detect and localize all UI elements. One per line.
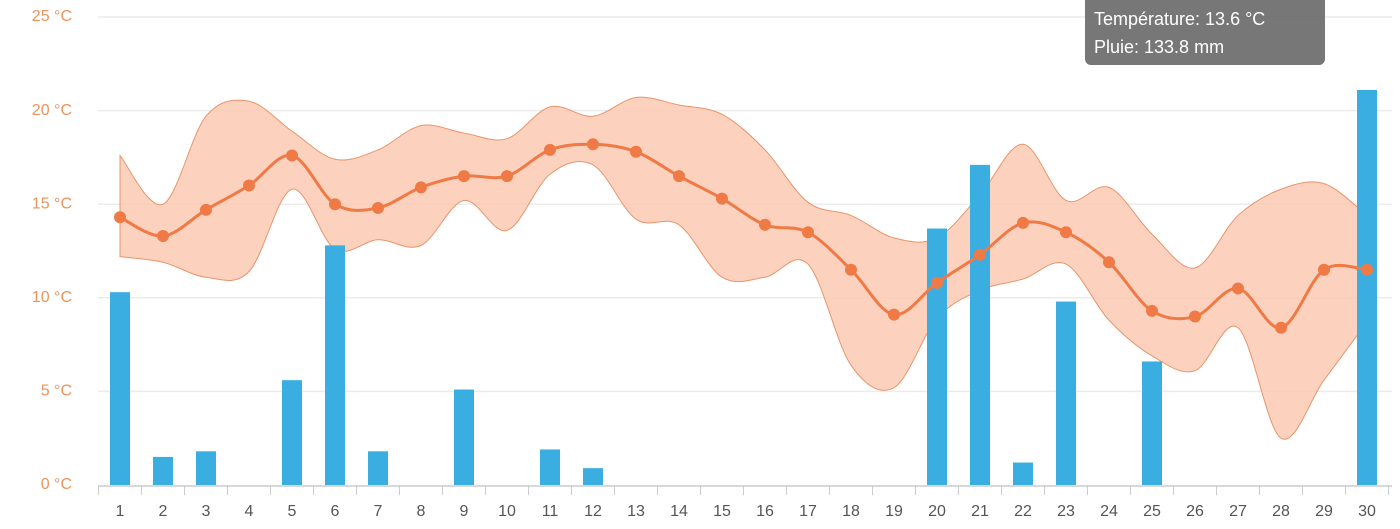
tooltip-text: Température: 13.6 °C bbox=[1094, 9, 1265, 29]
tooltip-text: Pluie: 133.8 mm bbox=[1094, 37, 1224, 57]
y-tick-label: 5 °C bbox=[41, 383, 72, 400]
x-tick-label: 16 bbox=[756, 503, 774, 520]
rain-bar bbox=[110, 292, 130, 485]
rain-bar bbox=[540, 449, 560, 485]
temperature-point bbox=[1017, 216, 1029, 229]
temperature-point bbox=[1189, 310, 1201, 323]
rain-bar bbox=[1013, 462, 1033, 485]
x-tick-label: 29 bbox=[1315, 503, 1333, 520]
x-tick-label: 30 bbox=[1358, 503, 1376, 520]
x-tick-label: 28 bbox=[1272, 503, 1290, 520]
temperature-point bbox=[415, 181, 427, 194]
temperature-point bbox=[1318, 263, 1330, 276]
x-tick-label: 17 bbox=[799, 503, 817, 520]
x-tick-label: 22 bbox=[1014, 503, 1032, 520]
x-tick-label: 12 bbox=[584, 503, 602, 520]
x-tick-label: 26 bbox=[1186, 503, 1204, 520]
rain-bar bbox=[1357, 90, 1377, 486]
temperature-point bbox=[1146, 304, 1158, 317]
tooltip: Température: 13.6 °C Pluie: 133.8 mm bbox=[1085, 0, 1325, 65]
x-tick-label: 15 bbox=[713, 503, 731, 520]
temperature-point bbox=[1275, 321, 1287, 334]
temperature-point bbox=[845, 263, 857, 276]
temperature-point bbox=[157, 230, 169, 243]
x-tick-label: 3 bbox=[202, 503, 211, 520]
temperature-point bbox=[931, 276, 943, 289]
rain-bar bbox=[368, 451, 388, 485]
x-tick-label: 23 bbox=[1057, 503, 1075, 520]
rain-bar bbox=[325, 245, 345, 485]
x-tick-label: 19 bbox=[885, 503, 903, 520]
temperature-point bbox=[200, 203, 212, 216]
x-tick-label: 7 bbox=[374, 503, 383, 520]
x-tick-label: 21 bbox=[971, 503, 989, 520]
temperature-point bbox=[501, 170, 513, 183]
x-tick-label: 24 bbox=[1100, 503, 1118, 520]
temperature-point bbox=[716, 192, 728, 205]
temperature-point bbox=[673, 170, 685, 183]
x-tick-label: 4 bbox=[245, 503, 254, 520]
temperature-point bbox=[544, 143, 556, 156]
x-tick-label: 20 bbox=[928, 503, 946, 520]
temperature-point bbox=[1103, 256, 1115, 269]
temperature-point bbox=[1060, 226, 1072, 239]
x-tick-label: 2 bbox=[159, 503, 168, 520]
y-tick-label: 20 °C bbox=[32, 102, 72, 119]
rain-bar bbox=[1056, 301, 1076, 485]
temperature-point bbox=[243, 179, 255, 192]
temperature-point bbox=[114, 211, 126, 224]
rain-bar bbox=[454, 389, 474, 485]
temperature-point bbox=[1232, 282, 1244, 295]
x-tick-label: 1 bbox=[116, 503, 125, 520]
y-tick-label: 0 °C bbox=[41, 476, 72, 493]
tooltip-box bbox=[1085, 0, 1325, 65]
rain-bar bbox=[927, 228, 947, 485]
x-tick-label: 10 bbox=[498, 503, 516, 520]
temperature-point bbox=[630, 145, 642, 158]
x-tick-label: 5 bbox=[288, 503, 297, 520]
y-tick-label: 15 °C bbox=[32, 195, 72, 212]
x-tick-label: 8 bbox=[417, 503, 426, 520]
rain-bar bbox=[583, 468, 603, 485]
rain-bar bbox=[970, 164, 990, 485]
temperature-point bbox=[888, 308, 900, 321]
rain-bar bbox=[1142, 361, 1162, 485]
x-tick-label: 9 bbox=[460, 503, 469, 520]
x-tick-label: 14 bbox=[670, 503, 688, 520]
temperature-point bbox=[372, 201, 384, 214]
x-tick-label: 27 bbox=[1229, 503, 1247, 520]
x-tick-label: 18 bbox=[842, 503, 860, 520]
rain-bar bbox=[153, 456, 173, 485]
y-tick-label: 10 °C bbox=[32, 289, 72, 306]
temperature-point bbox=[587, 138, 599, 151]
x-tick-label: 6 bbox=[331, 503, 340, 520]
temperature-point bbox=[458, 170, 470, 183]
x-tick-label: 11 bbox=[542, 503, 559, 520]
x-tick-label: 25 bbox=[1143, 503, 1161, 520]
temperature-point bbox=[974, 248, 986, 261]
y-tick-label: 25 °C bbox=[32, 8, 72, 25]
x-tick-label: 13 bbox=[627, 503, 645, 520]
temperature-point bbox=[802, 226, 814, 239]
temperature-point bbox=[759, 218, 771, 231]
temperature-point bbox=[286, 149, 298, 162]
temperature-point bbox=[329, 198, 341, 211]
temperature-point bbox=[1361, 263, 1373, 276]
rain-bar bbox=[196, 451, 216, 485]
rain-bar bbox=[282, 380, 302, 485]
